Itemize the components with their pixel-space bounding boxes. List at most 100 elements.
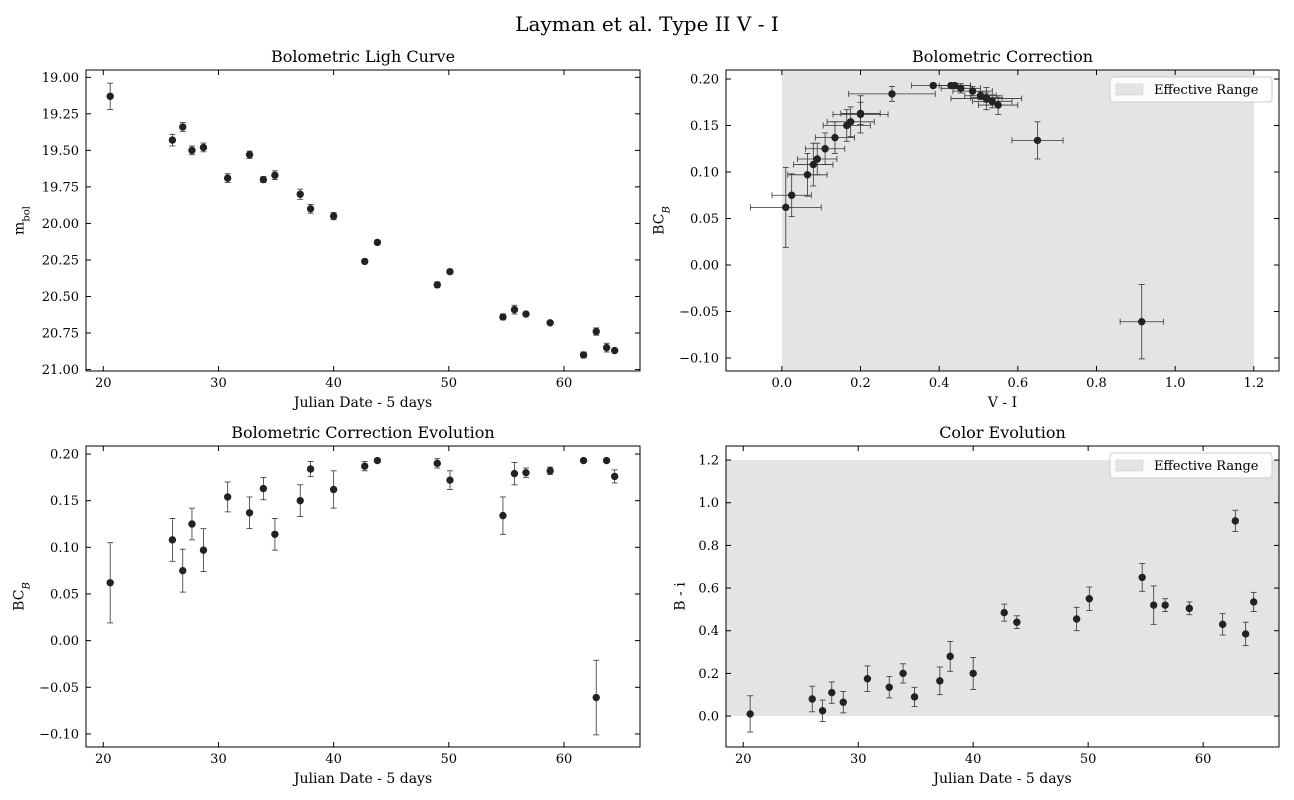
point bbox=[499, 511, 507, 520]
legend-box bbox=[1109, 76, 1273, 103]
y-label-base: BC bbox=[12, 590, 28, 611]
point bbox=[888, 90, 896, 98]
x-axis-label: Julian Date - 5 days bbox=[931, 771, 1071, 787]
point bbox=[1138, 318, 1146, 326]
x-tick-label: 1.2 bbox=[1243, 376, 1264, 391]
point bbox=[1013, 618, 1021, 626]
x-tick-label: 60 bbox=[556, 376, 573, 391]
y-tick-label: −0.10 bbox=[679, 351, 719, 366]
point bbox=[179, 566, 187, 575]
y-tick-label: 0.20 bbox=[690, 73, 719, 88]
point bbox=[579, 351, 588, 359]
point bbox=[306, 465, 315, 473]
x-tick-label: 50 bbox=[441, 376, 458, 391]
point bbox=[947, 81, 955, 90]
y-label-sub: B bbox=[661, 206, 672, 214]
point bbox=[1072, 615, 1081, 623]
point bbox=[168, 536, 177, 544]
point bbox=[602, 343, 611, 352]
point bbox=[179, 123, 187, 131]
panel-title: Bolometric Correction Evolution bbox=[231, 423, 494, 442]
point bbox=[1250, 598, 1258, 606]
point bbox=[373, 456, 382, 465]
point bbox=[803, 171, 812, 179]
point bbox=[1138, 573, 1146, 582]
y-tick-label: −0.05 bbox=[679, 305, 719, 320]
y-tick-label: 0.10 bbox=[50, 541, 79, 556]
point bbox=[843, 121, 851, 130]
point bbox=[1149, 601, 1158, 609]
point bbox=[899, 669, 907, 678]
y-label-base: BC bbox=[652, 214, 668, 235]
point bbox=[446, 476, 454, 484]
point bbox=[592, 693, 600, 702]
point bbox=[808, 695, 816, 703]
y-tick-label: 1.0 bbox=[698, 496, 719, 511]
point bbox=[1085, 595, 1094, 603]
point bbox=[433, 281, 441, 289]
point bbox=[1241, 630, 1250, 638]
y-tick-label: 19.25 bbox=[42, 107, 79, 122]
point bbox=[188, 520, 196, 528]
point bbox=[885, 683, 893, 691]
point bbox=[361, 257, 369, 266]
x-tick-label: 0.6 bbox=[1007, 376, 1028, 391]
y-tick-label: 0.10 bbox=[690, 166, 719, 181]
legend: Effective Range bbox=[1109, 76, 1273, 103]
plot-area bbox=[106, 82, 619, 359]
y-tick-label: −0.10 bbox=[39, 727, 79, 742]
y-tick-label: 19.50 bbox=[42, 144, 79, 159]
point bbox=[199, 546, 208, 554]
y-tick-label: 0.15 bbox=[690, 119, 719, 134]
y-tick-label: 19.75 bbox=[42, 180, 79, 195]
y-tick-label: 0.20 bbox=[50, 448, 79, 463]
point bbox=[329, 485, 338, 494]
x-tick-label: 0.8 bbox=[1086, 376, 1107, 391]
point bbox=[522, 310, 530, 318]
point bbox=[936, 677, 944, 685]
y-label-sub: B bbox=[21, 582, 32, 590]
y-tick-label: 0.05 bbox=[50, 587, 79, 602]
legend-box bbox=[1109, 452, 1273, 479]
y-tick-label: −0.05 bbox=[39, 681, 79, 696]
point bbox=[863, 675, 872, 683]
y-tick-label: 20.00 bbox=[42, 217, 79, 232]
x-tick-label: 0.0 bbox=[772, 376, 793, 391]
point bbox=[446, 267, 454, 276]
point bbox=[245, 509, 254, 517]
panel-title: Bolometric Ligh Curve bbox=[271, 47, 455, 66]
y-axis-label: mbol bbox=[12, 206, 33, 235]
x-tick-label: 30 bbox=[210, 376, 227, 391]
x-tick-label: 60 bbox=[556, 752, 573, 767]
y-tick-label: 0.0 bbox=[698, 710, 719, 725]
point bbox=[1218, 620, 1227, 629]
point bbox=[329, 212, 338, 220]
point bbox=[271, 530, 279, 538]
panel-title: Color Evolution bbox=[939, 423, 1066, 442]
point bbox=[510, 469, 519, 478]
x-tick-label: 40 bbox=[325, 376, 342, 391]
x-tick-label: 20 bbox=[95, 376, 112, 391]
plot-frame bbox=[85, 445, 641, 748]
point bbox=[245, 151, 254, 159]
effective-range bbox=[726, 460, 1279, 717]
point bbox=[259, 484, 268, 493]
point bbox=[602, 456, 611, 465]
point bbox=[988, 97, 996, 106]
y-tick-label: 0.2 bbox=[698, 667, 719, 682]
point bbox=[831, 133, 839, 142]
legend-swatch bbox=[1115, 83, 1144, 96]
x-tick-label: 40 bbox=[965, 752, 982, 767]
point bbox=[223, 493, 232, 501]
y-label-sub: bol bbox=[21, 206, 32, 222]
point bbox=[856, 110, 865, 119]
y-tick-label: 0.15 bbox=[50, 494, 79, 509]
point bbox=[1161, 601, 1169, 609]
x-axis-label: V - I bbox=[987, 395, 1017, 411]
point bbox=[433, 459, 441, 468]
x-tick-label: 50 bbox=[1080, 752, 1097, 767]
x-tick-label: 0.2 bbox=[850, 376, 871, 391]
plot-frame bbox=[85, 69, 641, 372]
y-tick-label: 0.8 bbox=[698, 539, 719, 554]
